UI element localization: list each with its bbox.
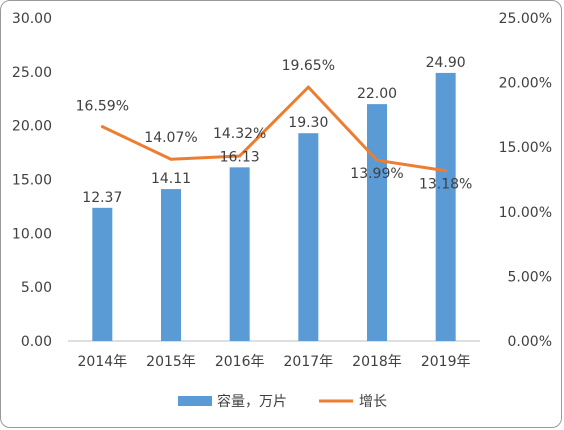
bar-data-label: 24.90 [426, 55, 466, 71]
line-data-label: 14.32% [213, 126, 266, 142]
growth-point [169, 157, 173, 161]
legend-label-bar: 容量，万片 [217, 393, 287, 410]
left-axis-tick-label: 5.00 [21, 280, 52, 296]
legend-swatch-bar [178, 396, 212, 406]
left-axis-tick-label: 10.00 [12, 226, 52, 242]
line-data-label: 13.99% [350, 166, 403, 182]
bar [298, 133, 319, 341]
bar [229, 167, 250, 341]
x-axis-tick-label: 2019年 [421, 354, 471, 370]
bar-data-label: 14.11 [151, 171, 191, 187]
growth-point [100, 125, 104, 129]
bar [161, 189, 181, 341]
x-axis-ticks: 2014年 2015年 2016年 2017年 2018年 2019年 [78, 354, 471, 370]
line-data-label: 19.65% [282, 58, 335, 74]
line-series [100, 85, 448, 173]
bar-data-labels: 12.37 14.11 16.13 19.30 22.00 24.90 [82, 55, 465, 206]
line-data-label: 14.07% [144, 130, 197, 146]
legend-label-line: 增长 [359, 394, 387, 410]
line-data-labels: 16.59% 14.07% 14.32% 19.65% 13.99% 13.18% [76, 58, 473, 193]
right-axis-tick-label: 20.00% [499, 76, 552, 92]
right-axis-tick-label: 15.00% [499, 140, 552, 156]
left-axis-tick-label: 15.00 [12, 173, 52, 189]
growth-point [238, 154, 242, 158]
bar-data-label: 19.30 [288, 115, 328, 131]
bar [435, 72, 456, 341]
growth-point [444, 169, 448, 173]
line-data-label: 16.59% [76, 99, 129, 115]
x-axis-tick-label: 2014年 [78, 354, 128, 370]
growth-point [306, 85, 310, 89]
right-axis-tick-label: 25.00% [499, 11, 552, 27]
bar-series [92, 72, 456, 341]
x-axis-tick-label: 2015年 [146, 354, 196, 370]
right-axis-ticks: 0.00% 5.00% 10.00% 15.00% 20.00% 25.00% [499, 11, 552, 350]
growth-point [375, 158, 379, 162]
bar [367, 104, 387, 341]
bar-data-label: 12.37 [82, 190, 122, 206]
right-axis-tick-label: 10.00% [499, 205, 552, 221]
line-data-label: 13.18% [419, 177, 472, 193]
x-axis-tick-label: 2017年 [284, 354, 334, 370]
right-axis-tick-label: 0.00% [508, 334, 552, 350]
left-axis-tick-label: 30.00 [12, 11, 52, 27]
growth-line [101, 85, 446, 173]
bar-data-label: 16.13 [220, 149, 260, 165]
bar [92, 207, 113, 341]
left-axis-ticks: 0.00 5.00 10.00 15.00 20.00 25.00 30.00 [12, 11, 52, 350]
x-axis-tick-label: 2016年 [215, 354, 265, 370]
left-axis-tick-label: 0.00 [21, 334, 52, 350]
right-axis-tick-label: 5.00% [508, 269, 552, 285]
x-axis-tick-label: 2018年 [352, 354, 402, 370]
left-axis-tick-label: 25.00 [12, 65, 52, 81]
left-axis-tick-label: 20.00 [12, 119, 52, 135]
bar-data-label: 22.00 [357, 86, 397, 102]
legend: 容量，万片 增长 [178, 393, 387, 410]
